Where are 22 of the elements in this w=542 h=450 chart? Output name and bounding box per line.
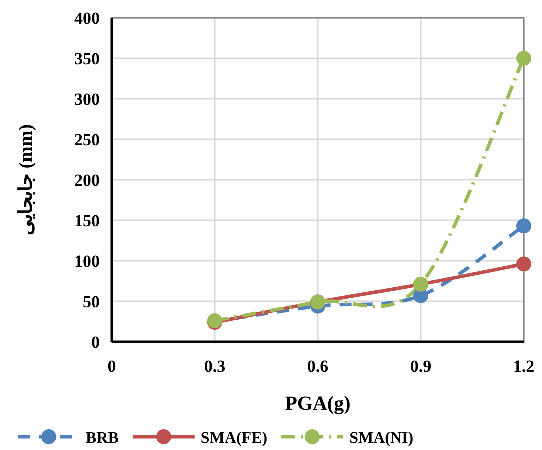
- point: [516, 218, 532, 234]
- legend-label: SMA(NI): [350, 430, 414, 447]
- y-tick-label: 150: [74, 212, 100, 230]
- point: [516, 256, 532, 272]
- y-tick-label: 400: [74, 9, 100, 28]
- y-tick-label: 100: [74, 252, 100, 271]
- x-tick-label: 0.3: [204, 357, 226, 376]
- legend-label: BRB: [86, 430, 120, 447]
- x-axis-title: PGA(g): [285, 393, 351, 415]
- y-tick-label: 250: [74, 130, 100, 150]
- point: [516, 51, 532, 66]
- x-tick-label: 0: [108, 357, 116, 376]
- y-tick-label: 350: [74, 50, 100, 68]
- x-tick-label: 0.6: [307, 357, 329, 376]
- y-tick-label: 200: [74, 171, 100, 190]
- y-tick-label: 0: [92, 333, 100, 352]
- y-tick-label: 300: [74, 90, 100, 109]
- legend-label: SMA(FE): [200, 430, 268, 447]
- y-tick-label: 50: [83, 292, 100, 312]
- y-axis-title: جابجایی (mm): [16, 124, 37, 236]
- x-tick-label: 1.2: [513, 357, 535, 376]
- x-tick-label: 0.9: [410, 357, 432, 376]
